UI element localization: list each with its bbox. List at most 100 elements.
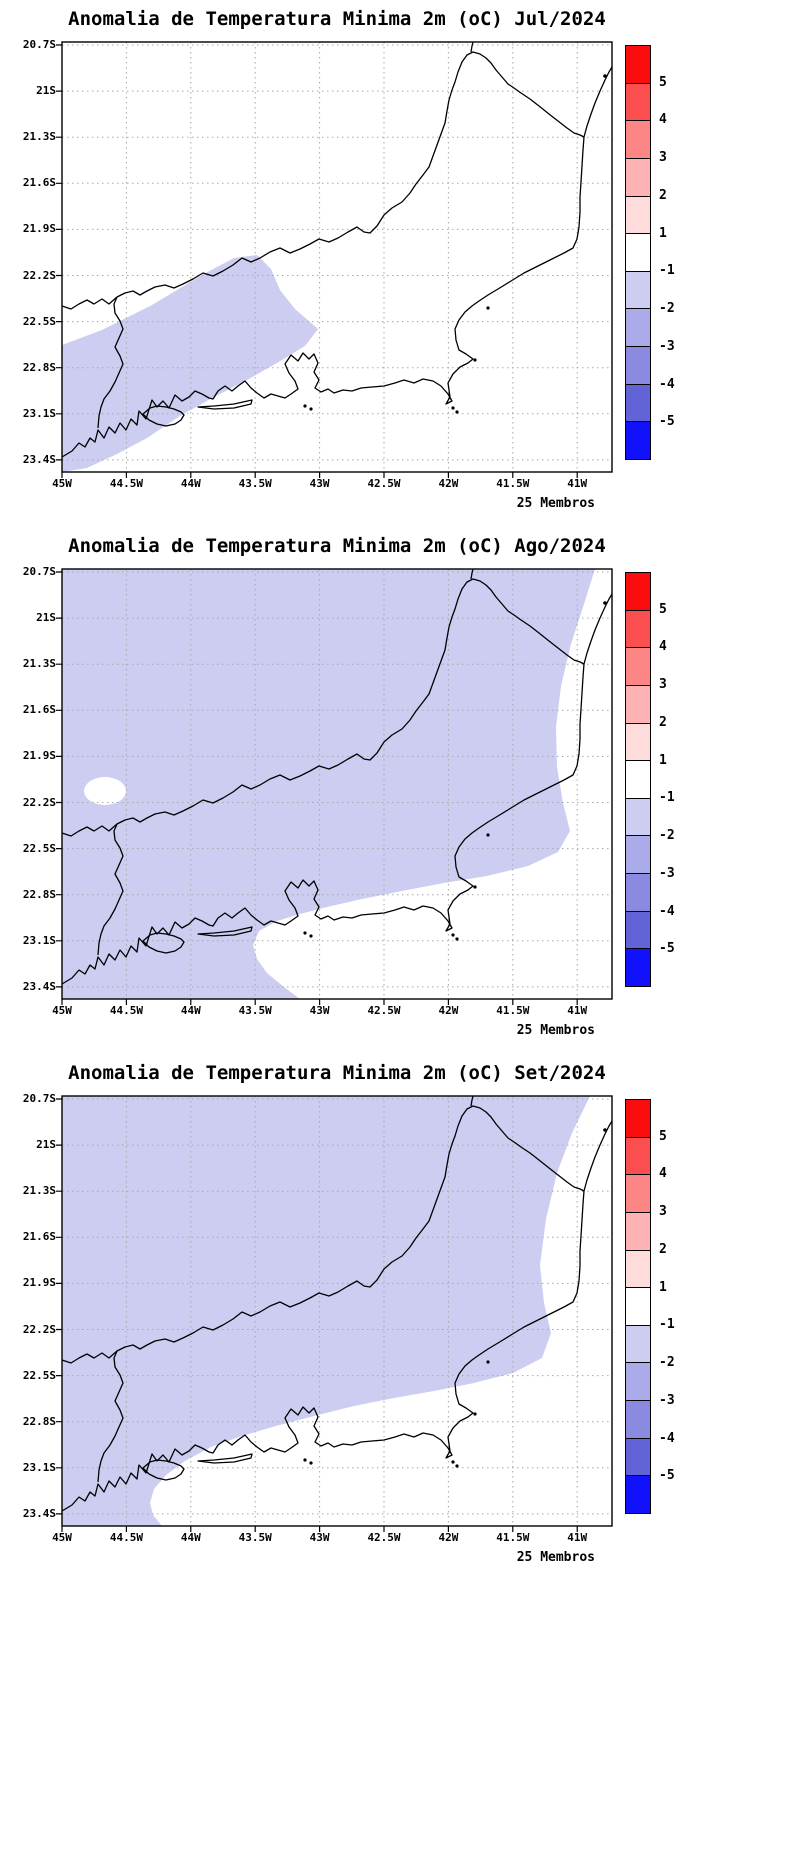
- lat-tick-label: 20.7S: [22, 565, 56, 578]
- lon-tick-label: 41W: [567, 477, 588, 490]
- lat-tick-label: 22.8S: [22, 887, 56, 901]
- lat-tick-label: 21.3S: [22, 1184, 56, 1198]
- colorbar: [625, 45, 651, 460]
- lon-tick-label: 42.5W: [367, 1531, 401, 1544]
- lat-tick-label: 21.6S: [22, 703, 56, 717]
- lon-tick-label: 41.5W: [496, 477, 530, 490]
- colorbar-tick-label: -1: [659, 790, 675, 806]
- map-frame: [61, 41, 613, 473]
- colorbar-tick-label: 3: [659, 677, 667, 693]
- colorbar-segment: [626, 1325, 650, 1364]
- lat-tick-label: 21.3S: [22, 130, 56, 144]
- lat-tick-label: 21.9S: [22, 749, 56, 763]
- colorbar-tick-label: -5: [659, 414, 675, 430]
- colorbar-segment: [626, 196, 650, 235]
- lon-tick-label: 43W: [309, 1531, 330, 1544]
- colorbar-segment: [626, 1363, 650, 1402]
- colorbar-segment: [626, 874, 650, 912]
- colorbar-segment: [626, 347, 650, 385]
- lon-tick-label: 43.5W: [238, 1531, 272, 1544]
- colorbar-segment: [626, 911, 650, 950]
- lon-tick-label: 41W: [567, 1531, 588, 1544]
- colorbar-segment: [626, 1438, 650, 1477]
- lon-tick-label: 42.5W: [367, 1004, 401, 1017]
- lat-tick-label: 22.2S: [22, 1322, 56, 1336]
- lat-tick-label: 21.9S: [22, 222, 56, 236]
- unshaded-region: [253, 569, 612, 999]
- lon-tick-label: 45W: [52, 1004, 72, 1017]
- colorbar-tick-label: 2: [659, 1241, 667, 1257]
- colorbar-tick-label: -3: [659, 1392, 675, 1408]
- colorbar-tick-label: 2: [659, 187, 667, 203]
- lon-tick-label: 43.5W: [238, 1004, 272, 1017]
- colorbar-segment: [626, 1401, 650, 1439]
- colorbar: [625, 1099, 651, 1514]
- lat-tick-label: 22.5S: [22, 1368, 56, 1382]
- lat-tick-label: 20.7S: [22, 1092, 56, 1105]
- colorbar-tick-label: -1: [659, 263, 675, 279]
- lon-tick-label: 44W: [180, 477, 201, 490]
- lon-tick-label: 44.5W: [109, 477, 143, 490]
- lon-tick-label: 41.5W: [496, 1004, 530, 1017]
- colorbar-segment: [626, 949, 650, 987]
- panel-title: Anomalia de Temperatura Minima 2m (oC) J…: [68, 8, 606, 30]
- colorbar-segment: [626, 1137, 650, 1176]
- colorbar-segment: [626, 271, 650, 310]
- colorbar-segment: [626, 234, 650, 272]
- unshaded-pocket: [84, 777, 126, 805]
- lat-tick-label: 20.7S: [22, 38, 56, 51]
- unshaded-region: [150, 1096, 612, 1526]
- lon-tick-label: 44.5W: [109, 1004, 143, 1017]
- colorbar-tick-label: 5: [659, 74, 667, 90]
- colorbar-segment: [626, 573, 650, 611]
- colorbar-tick-label: -4: [659, 903, 675, 919]
- lon-tick-label: 42W: [438, 1004, 459, 1017]
- lon-tick-label: 43W: [309, 1004, 330, 1017]
- colorbar-tick-label: 1: [659, 1279, 667, 1295]
- lon-tick-label: 45W: [52, 477, 72, 490]
- lon-tick-label: 41.5W: [496, 1531, 530, 1544]
- colorbar-segment: [626, 723, 650, 762]
- colorbar-tick-label: 1: [659, 752, 667, 768]
- colorbar-segment: [626, 422, 650, 460]
- colorbar-segment: [626, 46, 650, 84]
- lat-tick-label: 21.9S: [22, 1276, 56, 1290]
- lon-tick-label: 45W: [52, 1531, 72, 1544]
- colorbar-segment: [626, 158, 650, 197]
- colorbar-tick-label: 5: [659, 1128, 667, 1144]
- map-ago-2024: [55, 568, 613, 1006]
- colorbar-tick-label: -4: [659, 376, 675, 392]
- lat-tick-label: 23.4S: [22, 979, 56, 993]
- colorbar-tick-label: 3: [659, 150, 667, 166]
- colorbar-tick-label: 4: [659, 639, 667, 655]
- panel-set-2024: Anomalia de Temperatura Minima 2m (oC) S…: [0, 1054, 800, 1581]
- colorbar-segment: [626, 384, 650, 423]
- colorbar-segment: [626, 836, 650, 875]
- members-label: 25 Membros: [516, 496, 595, 511]
- lat-tick-label: 23.1S: [22, 406, 56, 420]
- lon-tick-label: 43W: [309, 477, 330, 490]
- colorbar-tick-label: -1: [659, 1317, 675, 1333]
- colorbar-tick-label: 3: [659, 1204, 667, 1220]
- lat-tick-label: 23.4S: [22, 452, 56, 466]
- lon-tick-label: 43.5W: [238, 477, 272, 490]
- lat-tick-label: 21S: [36, 1138, 56, 1152]
- colorbar-tick-label: -5: [659, 1468, 675, 1484]
- lon-tick-label: 44W: [180, 1004, 201, 1017]
- lat-tick-label: 22.2S: [22, 268, 56, 282]
- map-jul-2024: [55, 41, 613, 479]
- map-frame: [61, 1095, 613, 1527]
- colorbar-segment: [626, 1100, 650, 1138]
- colorbar-tick-label: 5: [659, 601, 667, 617]
- lat-tick-label: 22.5S: [22, 841, 56, 855]
- colorbar-tick-label: -5: [659, 941, 675, 957]
- colorbar-tick-label: -3: [659, 338, 675, 354]
- panel-jul-2024: Anomalia de Temperatura Minima 2m (oC) J…: [0, 0, 800, 527]
- colorbar-segment: [626, 83, 650, 122]
- colorbar-tick-label: -2: [659, 1355, 675, 1371]
- lat-tick-label: 22.8S: [22, 360, 56, 374]
- colorbar-segment: [626, 1175, 650, 1213]
- colorbar-segment: [626, 761, 650, 799]
- lat-tick-label: 23.4S: [22, 1506, 56, 1520]
- colorbar-tick-label: 4: [659, 112, 667, 128]
